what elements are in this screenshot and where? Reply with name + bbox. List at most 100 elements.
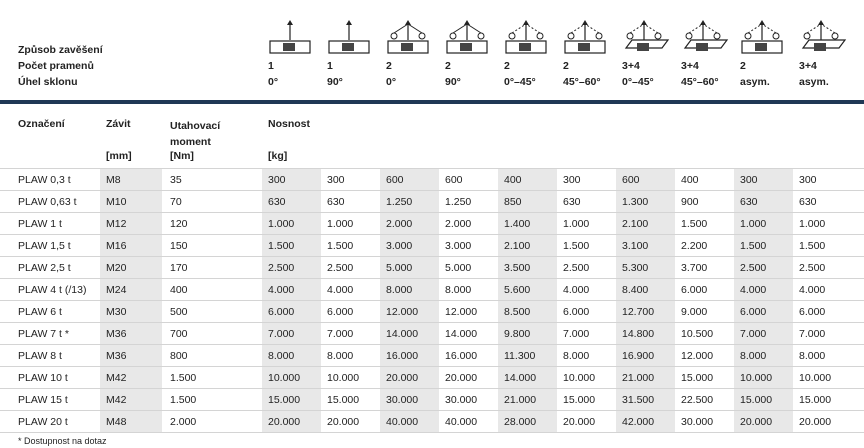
cell: 400 (681, 174, 699, 186)
icon-part (525, 23, 541, 34)
icon-part (637, 43, 649, 51)
cell: PLAW 10 t (18, 372, 68, 384)
column-shade (262, 169, 321, 433)
icon-part (744, 32, 752, 40)
cell: 1.500 (268, 240, 295, 252)
cell: 10.500 (681, 328, 714, 340)
cell: 8.000 (799, 350, 826, 362)
cell: 1.500 (740, 240, 767, 252)
cell: 2.500 (740, 262, 767, 274)
cell: 20.000 (799, 416, 832, 428)
cell: PLAW 1 t (18, 218, 62, 230)
cell: 7.000 (740, 328, 767, 340)
cell: 10.000 (327, 372, 360, 384)
cell: 20.000 (445, 372, 478, 384)
cell: 8.000 (268, 350, 295, 362)
column-shade (616, 169, 675, 433)
cell: 1.500 (170, 372, 197, 384)
row-line (0, 322, 864, 323)
header-line (0, 168, 864, 169)
cell: M20 (106, 262, 127, 274)
cell: 20.000 (327, 416, 360, 428)
cell: 15.000 (740, 394, 773, 406)
cell: 8.000 (386, 284, 413, 296)
row-line (0, 388, 864, 389)
cell: 2.500 (327, 262, 354, 274)
row-line (0, 366, 864, 367)
cell: 20.000 (268, 416, 301, 428)
cell: 15.000 (268, 394, 301, 406)
cell: PLAW 4 t (/13) (18, 284, 87, 296)
cell: 300 (799, 174, 817, 186)
icon-part (818, 20, 824, 25)
cell: 70 (170, 196, 182, 208)
row-line (0, 344, 864, 345)
cell: M24 (106, 284, 127, 296)
column-shade (380, 169, 439, 433)
cell: 5.300 (622, 262, 649, 274)
cell: 2.100 (504, 240, 531, 252)
icon-part (755, 43, 767, 51)
cell: 630 (327, 196, 345, 208)
row-line (0, 212, 864, 213)
icon-part (511, 23, 527, 34)
cell: 16.000 (445, 350, 478, 362)
cell: 30.000 (681, 416, 714, 428)
cell: M10 (106, 196, 127, 208)
cell: 35 (170, 174, 182, 186)
cell: 1.000 (740, 218, 767, 230)
strand-count: 3+4 (799, 60, 817, 72)
strand-count: 2 (740, 60, 746, 72)
cell: 1.000 (327, 218, 354, 230)
icon-part (688, 23, 704, 34)
cell: 4.000 (799, 284, 826, 296)
angle: asym. (799, 76, 829, 88)
icon-part (643, 23, 659, 34)
cell: 20.000 (563, 416, 596, 428)
cell: 20.000 (740, 416, 773, 428)
strand-count: 3+4 (622, 60, 640, 72)
icon-part (772, 32, 780, 40)
cell: 12.000 (445, 306, 478, 318)
cell: 15.000 (563, 394, 596, 406)
icon-part (460, 43, 472, 51)
icon-part (519, 43, 531, 51)
strand-count: 2 (445, 60, 451, 72)
cell: 15.000 (327, 394, 360, 406)
angle: 0°–45° (622, 76, 654, 88)
cell: 1.000 (799, 218, 826, 230)
cell: 3.700 (681, 262, 708, 274)
angle: 0°–45° (504, 76, 536, 88)
cell: 30.000 (386, 394, 419, 406)
cell: 300 (740, 174, 758, 186)
angle: 0° (268, 76, 279, 88)
cell: M16 (106, 240, 127, 252)
cell: M30 (106, 306, 127, 318)
icon-part (654, 32, 662, 40)
cell: 12.000 (386, 306, 419, 318)
icon-part (578, 43, 590, 51)
cell: 1.250 (386, 196, 413, 208)
column-header: Označení (18, 118, 65, 130)
angle: 45°–60° (681, 76, 719, 88)
cell: 3.000 (445, 240, 472, 252)
icon-part (702, 23, 718, 34)
strand-count: 1 (268, 60, 274, 72)
cell: 630 (268, 196, 286, 208)
cell: 800 (170, 350, 188, 362)
icon-part (713, 32, 721, 40)
cell: 6.000 (563, 306, 590, 318)
icons (269, 20, 847, 54)
cell: 300 (268, 174, 286, 186)
cell: 630 (740, 196, 758, 208)
cell: 1.000 (563, 218, 590, 230)
cell: PLAW 2,5 t (18, 262, 71, 274)
cell: 3.000 (386, 240, 413, 252)
cell: PLAW 20 t (18, 416, 68, 428)
column-header: Nosnost (268, 118, 310, 130)
cell: 1.500 (170, 394, 197, 406)
cell: 7.000 (327, 328, 354, 340)
cell: 300 (563, 174, 581, 186)
row-line (0, 190, 864, 191)
cell: 6.000 (268, 306, 295, 318)
